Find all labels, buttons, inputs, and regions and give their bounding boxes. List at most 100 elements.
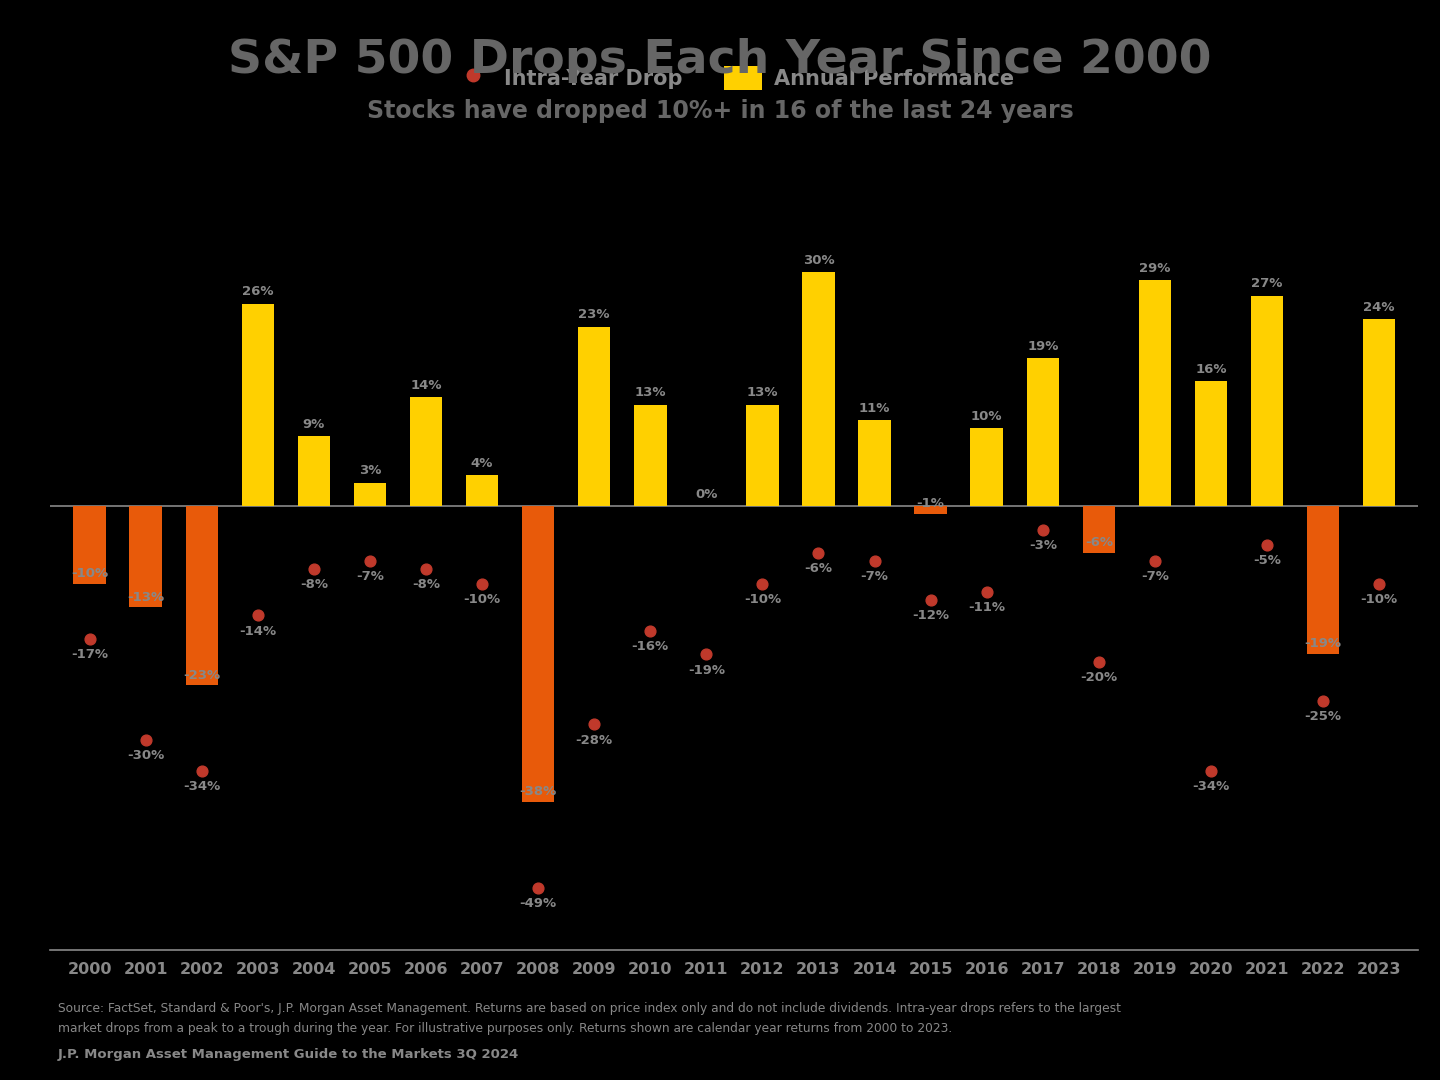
Point bbox=[134, 731, 157, 748]
Text: -14%: -14% bbox=[239, 624, 276, 637]
Text: -25%: -25% bbox=[1305, 711, 1342, 724]
Text: -7%: -7% bbox=[861, 570, 888, 583]
Bar bbox=[186, 507, 217, 686]
Text: 13%: 13% bbox=[747, 387, 778, 400]
Point bbox=[919, 591, 942, 608]
Bar bbox=[130, 507, 161, 607]
Text: -28%: -28% bbox=[576, 733, 613, 746]
Point bbox=[1312, 692, 1335, 710]
Text: -17%: -17% bbox=[71, 648, 108, 661]
Point bbox=[246, 607, 269, 624]
Point bbox=[1087, 653, 1110, 671]
Text: -49%: -49% bbox=[520, 897, 557, 910]
Text: -34%: -34% bbox=[1192, 781, 1230, 794]
Text: J.P. Morgan Asset Management Guide to the Markets 3Q 2024: J.P. Morgan Asset Management Guide to th… bbox=[58, 1048, 518, 1061]
Point bbox=[1200, 762, 1223, 780]
Point bbox=[975, 583, 998, 600]
Bar bbox=[1308, 507, 1339, 654]
Point bbox=[639, 622, 662, 639]
Bar bbox=[354, 483, 386, 507]
Text: Stocks have dropped 10%+ in 16 of the last 24 years: Stocks have dropped 10%+ in 16 of the la… bbox=[367, 99, 1073, 123]
Bar bbox=[1362, 319, 1395, 507]
Point bbox=[1143, 552, 1166, 569]
Point bbox=[1031, 521, 1054, 538]
Point bbox=[471, 576, 494, 593]
Text: 0%: 0% bbox=[696, 488, 717, 501]
Point bbox=[806, 544, 829, 562]
Bar bbox=[858, 420, 891, 507]
Text: 29%: 29% bbox=[1139, 261, 1171, 274]
Text: -23%: -23% bbox=[183, 669, 220, 681]
Point bbox=[78, 630, 101, 647]
Text: -13%: -13% bbox=[127, 591, 164, 604]
Text: -10%: -10% bbox=[71, 567, 108, 580]
Text: -5%: -5% bbox=[1253, 554, 1282, 567]
Bar bbox=[410, 397, 442, 507]
Bar bbox=[1139, 280, 1171, 507]
Text: -12%: -12% bbox=[912, 609, 949, 622]
Text: -19%: -19% bbox=[688, 663, 724, 676]
Text: -8%: -8% bbox=[300, 578, 328, 591]
Bar bbox=[298, 436, 330, 507]
Text: 13%: 13% bbox=[635, 387, 667, 400]
Bar bbox=[971, 428, 1002, 507]
Point bbox=[863, 552, 886, 569]
Bar bbox=[467, 475, 498, 507]
Text: 11%: 11% bbox=[858, 402, 890, 415]
Text: 23%: 23% bbox=[579, 309, 611, 322]
Text: -7%: -7% bbox=[1140, 570, 1169, 583]
Point bbox=[1256, 537, 1279, 554]
Point bbox=[190, 762, 213, 780]
Text: -10%: -10% bbox=[464, 593, 501, 607]
Text: 27%: 27% bbox=[1251, 278, 1283, 291]
Text: 26%: 26% bbox=[242, 285, 274, 298]
Point bbox=[750, 576, 773, 593]
Bar bbox=[1083, 507, 1115, 553]
Bar bbox=[577, 327, 611, 507]
Text: -1%: -1% bbox=[917, 497, 945, 510]
Text: -34%: -34% bbox=[183, 781, 220, 794]
Text: -11%: -11% bbox=[968, 602, 1005, 615]
Bar bbox=[521, 507, 554, 802]
Text: -19%: -19% bbox=[1305, 637, 1342, 650]
Text: 16%: 16% bbox=[1195, 363, 1227, 376]
Text: 19%: 19% bbox=[1027, 339, 1058, 352]
Bar bbox=[914, 507, 948, 514]
Text: 9%: 9% bbox=[302, 418, 325, 431]
Point bbox=[302, 559, 325, 577]
Text: market drops from a peak to a trough during the year. For illustrative purposes : market drops from a peak to a trough dur… bbox=[58, 1022, 952, 1035]
Text: -10%: -10% bbox=[744, 593, 780, 607]
Text: -20%: -20% bbox=[1080, 672, 1117, 685]
Text: -16%: -16% bbox=[632, 640, 668, 653]
Legend: Intra-Year Drop, Annual Performance: Intra-Year Drop, Annual Performance bbox=[446, 57, 1022, 98]
Text: -7%: -7% bbox=[356, 570, 384, 583]
Text: -10%: -10% bbox=[1361, 593, 1398, 607]
Point bbox=[583, 716, 606, 733]
Text: -38%: -38% bbox=[520, 785, 557, 798]
Text: 4%: 4% bbox=[471, 457, 494, 470]
Point bbox=[359, 552, 382, 569]
Point bbox=[696, 646, 719, 663]
Bar bbox=[746, 405, 779, 507]
Text: -30%: -30% bbox=[127, 750, 164, 762]
Point bbox=[527, 879, 550, 896]
Point bbox=[415, 559, 438, 577]
Bar bbox=[634, 405, 667, 507]
Bar bbox=[73, 507, 107, 584]
Bar bbox=[1027, 359, 1058, 507]
Bar bbox=[1195, 381, 1227, 507]
Text: -6%: -6% bbox=[805, 563, 832, 576]
Text: -6%: -6% bbox=[1084, 536, 1113, 549]
Text: -3%: -3% bbox=[1028, 539, 1057, 552]
Text: 3%: 3% bbox=[359, 464, 382, 477]
Text: -8%: -8% bbox=[412, 578, 441, 591]
Text: 24%: 24% bbox=[1364, 300, 1395, 313]
Bar bbox=[802, 272, 835, 507]
Bar bbox=[242, 303, 274, 507]
Text: Source: FactSet, Standard & Poor's, J.P. Morgan Asset Management. Returns are ba: Source: FactSet, Standard & Poor's, J.P.… bbox=[58, 1002, 1120, 1015]
Text: S&P 500 Drops Each Year Since 2000: S&P 500 Drops Each Year Since 2000 bbox=[229, 38, 1211, 83]
Text: 14%: 14% bbox=[410, 379, 442, 392]
Text: 10%: 10% bbox=[971, 409, 1002, 422]
Text: 30%: 30% bbox=[802, 254, 834, 267]
Point bbox=[1368, 576, 1391, 593]
